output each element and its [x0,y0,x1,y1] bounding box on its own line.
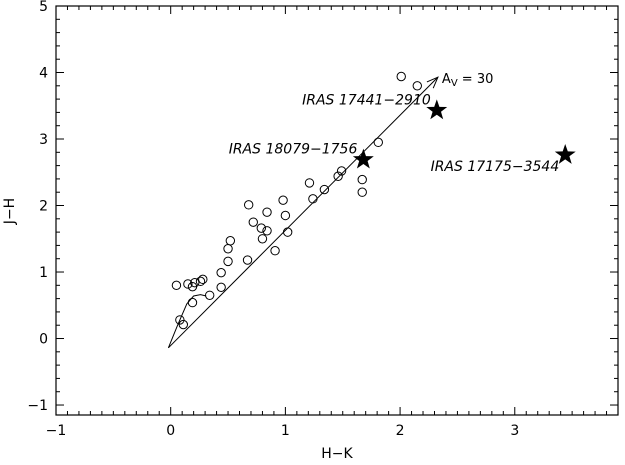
sample-point [223,244,233,254]
sample-point [204,290,215,300]
y-tick-label: 5 [39,0,48,15]
x-tick-label: −1 [46,423,67,439]
y-tick-label: 3 [39,132,48,148]
x-tick-label: 0 [166,423,175,439]
reddening-vector-label-value: = 30 [458,72,494,87]
x-tick-label: 1 [281,423,290,439]
iras-star-labels: IRAS 17441−2910 IRAS 18079−1756 IRAS 17175… [229,92,560,175]
iras-star-marker [554,144,576,164]
sample-point [216,282,226,293]
x-tick-labels: −1 0 1 2 3 [46,423,520,439]
sample-point [223,256,233,267]
x-tick-label: 2 [396,423,405,439]
sample-points [171,71,422,330]
sample-point [280,210,291,221]
sample-point [178,319,189,330]
sample-point [282,227,293,237]
y-tick-label: 1 [39,265,48,281]
sample-point [336,166,347,176]
x-axis-title: H−K [321,446,353,462]
x-tick-label: 3 [510,423,519,439]
y-tick-label: −1 [27,398,48,414]
axis-ticks [55,5,619,415]
reddening-vector-label-a: A [442,72,451,87]
sample-point [357,174,367,185]
y-tick-label: 2 [39,199,48,215]
sample-point [183,279,193,289]
iras-star-label: IRAS 18079−1756 [229,142,358,158]
sample-point [304,178,315,188]
sample-point [256,223,267,233]
iras-star-marker [426,99,448,120]
sample-point [225,236,236,246]
sample-point [187,297,198,308]
sample-point [373,137,383,148]
sample-point [190,277,200,288]
y-tick-labels: −1 0 1 2 3 4 5 [27,0,48,414]
sample-point [333,171,343,181]
sample-point [242,255,253,265]
iras-star-label: IRAS 17441−2910 [302,92,431,108]
reddening-vector-line [168,76,439,349]
iras-star-marker [352,148,374,169]
reddening-vector-arrowhead [426,76,439,89]
sample-point [243,200,254,210]
intrinsic-locus-line [167,294,207,348]
sample-point [195,276,206,287]
sample-point [357,187,367,197]
y-tick-label: 0 [39,332,48,348]
sample-point [171,280,182,291]
sample-point [175,315,185,325]
sample-point [198,274,208,285]
reddening-vector-label-sub: V [451,78,458,89]
sample-point [278,195,288,205]
sample-point [262,226,272,236]
sample-point [270,246,280,256]
sample-point [396,71,406,82]
sample-point [257,234,268,244]
sample-point [216,267,226,278]
sample-point [319,184,330,195]
y-tick-label: 4 [39,66,48,82]
y-axis-title: J−H [2,198,18,225]
sample-point [262,207,272,217]
sample-point [308,194,318,204]
sample-point [248,217,258,227]
iras-stars [352,99,576,169]
iras-star-label: IRAS 17175−3544 [431,159,560,175]
reddening-vector-label: AV = 30 [442,72,493,89]
plot-frame [55,5,619,416]
sample-point [412,81,422,91]
